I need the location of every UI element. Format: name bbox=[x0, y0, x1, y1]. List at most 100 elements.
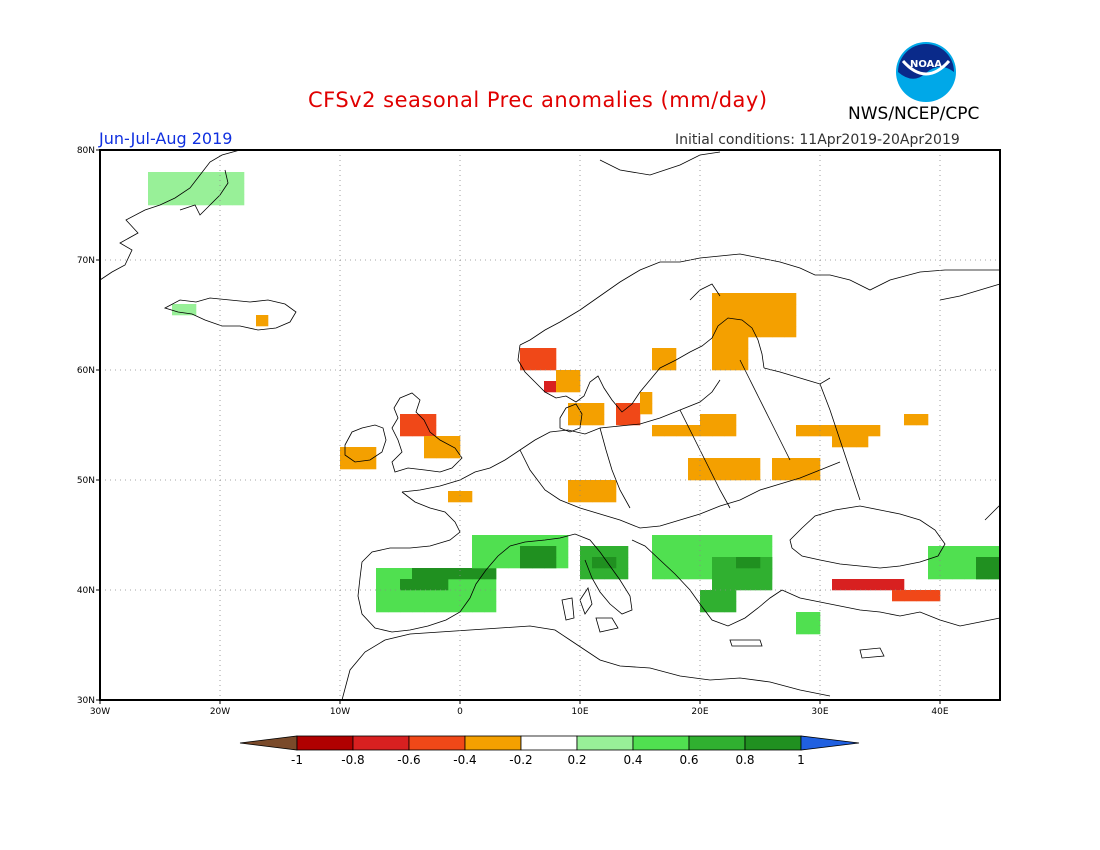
anomaly-cell bbox=[604, 568, 617, 580]
anomaly-cell bbox=[772, 326, 785, 338]
anomaly-cell bbox=[424, 425, 437, 437]
anomaly-cell bbox=[784, 469, 797, 481]
anomaly-cell bbox=[736, 535, 749, 547]
anomaly-cell bbox=[220, 183, 233, 195]
lon-tick-label: 30E bbox=[811, 707, 828, 717]
anomaly-cell bbox=[592, 568, 605, 580]
anomaly-cell bbox=[424, 601, 437, 613]
anomaly-cell bbox=[520, 557, 533, 569]
anomaly-cell bbox=[400, 601, 413, 613]
anomaly-cell bbox=[712, 293, 725, 305]
anomaly-cell bbox=[580, 480, 593, 492]
anomaly-cell bbox=[688, 425, 701, 437]
anomaly-cell bbox=[892, 579, 905, 591]
anomaly-cell bbox=[988, 568, 1001, 580]
anomaly-cell bbox=[448, 601, 461, 613]
anomaly-cell bbox=[556, 557, 569, 569]
anomaly-cell bbox=[472, 546, 485, 558]
anomaly-cell bbox=[736, 337, 749, 349]
anomaly-cell bbox=[724, 469, 737, 481]
anomaly-cell bbox=[784, 315, 797, 327]
lon-tick-label: 20W bbox=[210, 707, 230, 717]
anomaly-cell bbox=[748, 568, 761, 580]
anomaly-cell bbox=[844, 436, 857, 448]
anomaly-cell bbox=[736, 546, 749, 558]
colorbar: -1 -0.8 -0.6 -0.4 -0.2 0.2 0.4 0.6 0.8 1 bbox=[239, 735, 860, 767]
anomaly-cell bbox=[976, 568, 989, 580]
anomaly-cell bbox=[352, 458, 365, 470]
anomaly-cell bbox=[160, 172, 173, 184]
anomaly-cell bbox=[796, 623, 809, 635]
anomaly-cell bbox=[760, 293, 773, 305]
anomaly-cell bbox=[808, 469, 821, 481]
anomaly-cell bbox=[712, 579, 725, 591]
anomaly-cell bbox=[592, 557, 605, 569]
anomaly-cell bbox=[700, 469, 713, 481]
colorbar-swatch bbox=[296, 735, 354, 751]
colorbar-swatch bbox=[632, 735, 690, 751]
anomaly-cell bbox=[724, 601, 737, 613]
anomaly-cell bbox=[484, 535, 497, 547]
anomaly-cell bbox=[532, 348, 545, 360]
anomaly-cell bbox=[844, 425, 857, 437]
anomaly-cell bbox=[388, 590, 401, 602]
anomaly-cell bbox=[400, 425, 413, 437]
anomaly-cell bbox=[748, 579, 761, 591]
lat-tick-label: 50N bbox=[77, 476, 95, 486]
anomaly-cell bbox=[184, 194, 197, 206]
anomaly-cell bbox=[688, 535, 701, 547]
anomaly-cell bbox=[376, 579, 389, 591]
anomaly-cell bbox=[388, 568, 401, 580]
anomaly-cell bbox=[724, 337, 737, 349]
anomaly-cell bbox=[376, 590, 389, 602]
anomaly-cell bbox=[352, 447, 365, 459]
anomaly-cell bbox=[820, 425, 833, 437]
anomaly-cell bbox=[544, 348, 557, 360]
anomaly-cell bbox=[712, 590, 725, 602]
anomaly-cell bbox=[484, 601, 497, 613]
anomaly-cell bbox=[484, 546, 497, 558]
anomaly-cell bbox=[472, 568, 485, 580]
anomaly-cell bbox=[748, 546, 761, 558]
anomaly-cell bbox=[520, 359, 533, 371]
anomaly-cell bbox=[964, 546, 977, 558]
colorbar-label: -0.2 bbox=[509, 753, 532, 767]
graticule bbox=[100, 150, 1000, 700]
anomaly-cell bbox=[496, 546, 509, 558]
anomaly-cell bbox=[724, 425, 737, 437]
anomaly-cell bbox=[664, 568, 677, 580]
colorbar-swatch bbox=[520, 735, 578, 751]
anomaly-cell bbox=[544, 546, 557, 558]
anomaly-cell bbox=[760, 315, 773, 327]
anomaly-cell bbox=[556, 381, 569, 393]
anomaly-cell bbox=[856, 425, 869, 437]
anomaly-cell bbox=[976, 546, 989, 558]
anomaly-cell bbox=[856, 436, 869, 448]
anomaly-cell bbox=[712, 326, 725, 338]
anomaly-cell bbox=[208, 172, 221, 184]
anomaly-cell bbox=[208, 194, 221, 206]
lon-tick-label: 30W bbox=[90, 707, 110, 717]
anomaly-cell bbox=[184, 183, 197, 195]
anomaly-cell bbox=[712, 568, 725, 580]
anomaly-cell bbox=[592, 403, 605, 415]
anomaly-cell bbox=[904, 590, 917, 602]
anomaly-cell bbox=[472, 601, 485, 613]
anomaly-cell bbox=[772, 315, 785, 327]
anomaly-cell bbox=[232, 172, 245, 184]
anomaly-cell bbox=[652, 348, 665, 360]
anomaly-cell bbox=[808, 612, 821, 624]
anomaly-cell bbox=[940, 557, 953, 569]
colorbar-label: 1 bbox=[797, 753, 805, 767]
anomaly-cell bbox=[724, 579, 737, 591]
anomaly-cell bbox=[772, 304, 785, 316]
anomaly-cell bbox=[592, 491, 605, 503]
anomaly-cell bbox=[724, 557, 737, 569]
colorbar-high-arrow bbox=[800, 735, 860, 751]
anomaly-cell bbox=[604, 546, 617, 558]
colorbar-label: -1 bbox=[291, 753, 303, 767]
anomaly-cell bbox=[748, 469, 761, 481]
anomaly-cell bbox=[580, 568, 593, 580]
anomaly-cell bbox=[448, 436, 461, 448]
colorbar-label: -0.4 bbox=[453, 753, 476, 767]
